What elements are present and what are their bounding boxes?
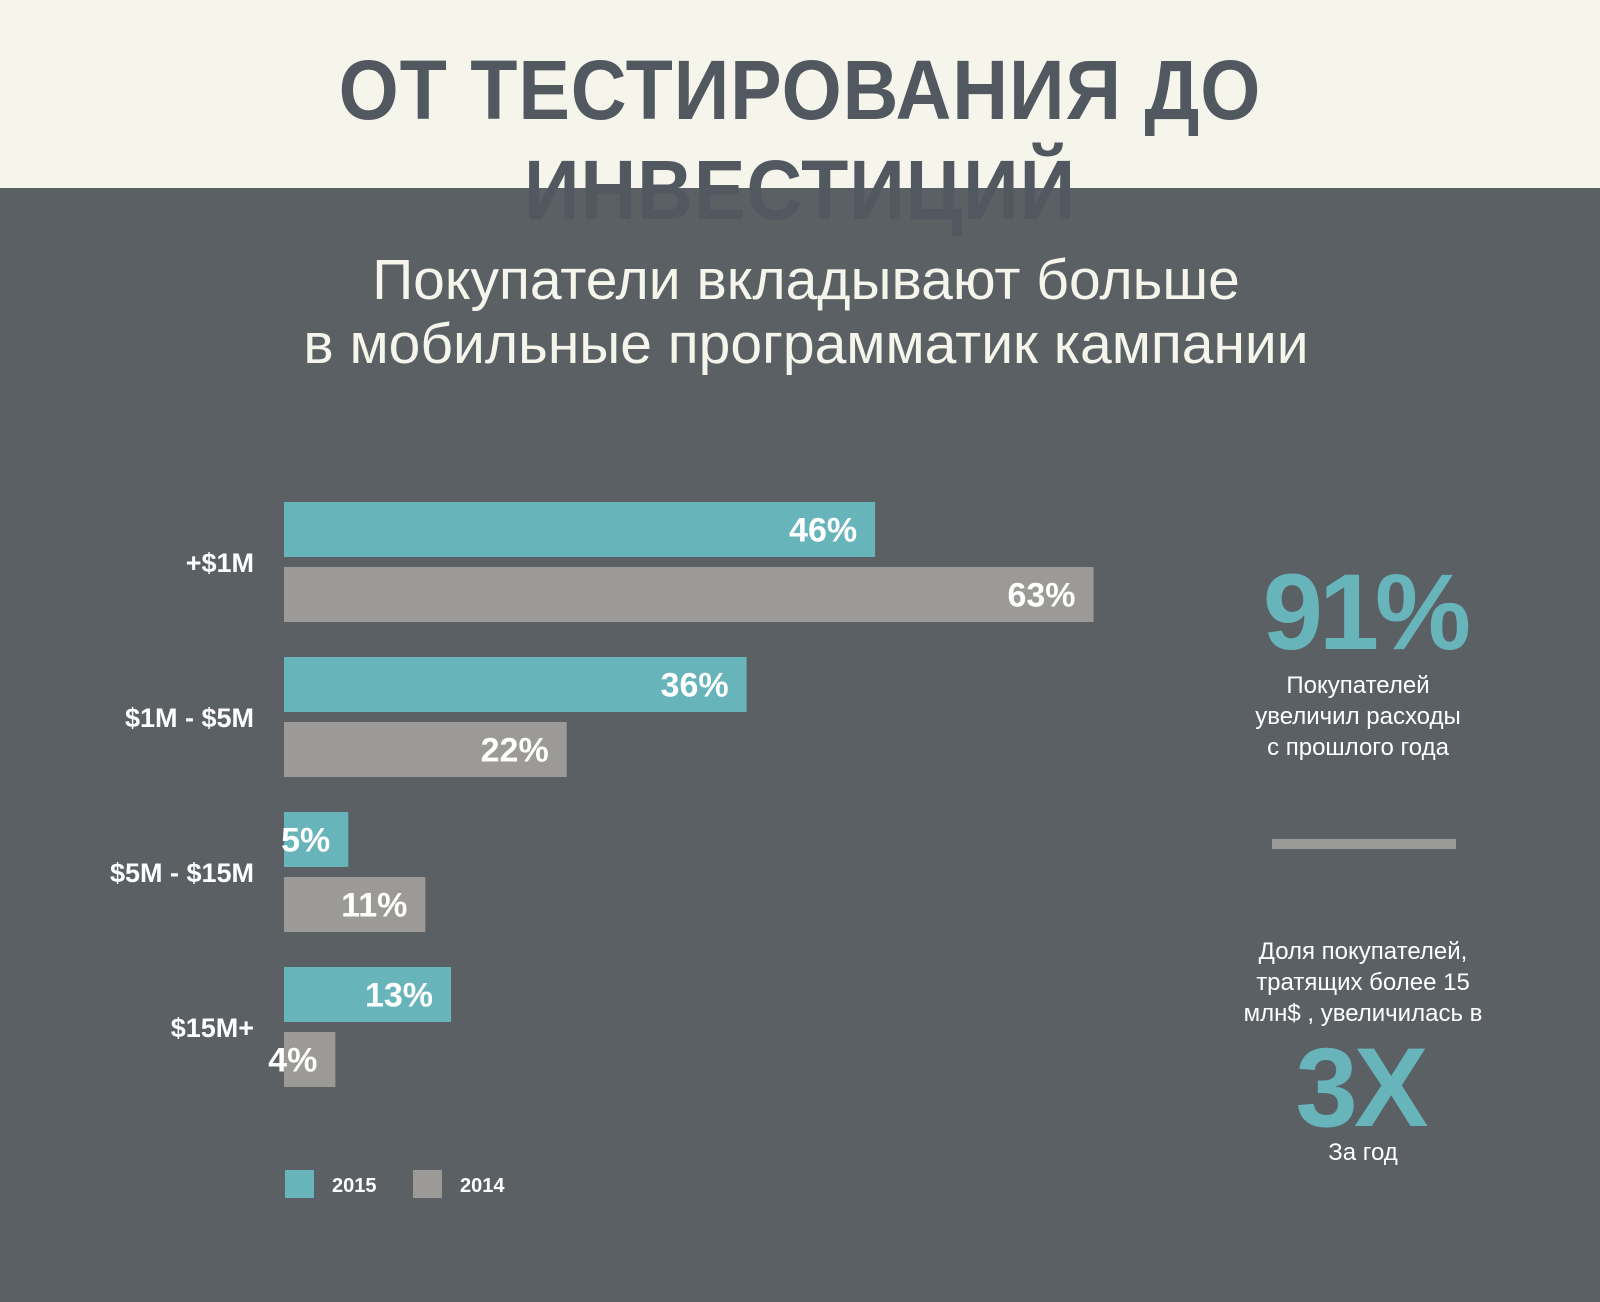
stat-3x-line-3: млн$ , увеличилась в — [1243, 1000, 1483, 1027]
legend-label: 2015 — [332, 1175, 377, 1197]
stat-3x-line-2: тратящих более 15 — [1256, 969, 1470, 996]
subtitle-line-1: Покупатели вкладывают больше — [372, 248, 1240, 312]
bar-value-label: 13% — [365, 977, 433, 1015]
stat-3x-description: Доля покупателей, тратящих более 15 млн$… — [1213, 936, 1513, 1029]
subtitle-line-2: в мобильные программатик кампании — [303, 312, 1309, 376]
bar-value-label: 11% — [341, 887, 407, 925]
stat-3x: 3X — [1295, 1025, 1429, 1150]
bar-value-label: 36% — [661, 667, 729, 705]
stat-91-line-2: увеличил расходы — [1255, 703, 1461, 730]
stat-91-line-1: Покупателей — [1286, 672, 1430, 699]
stat-3x-line-1: Доля покупателей, — [1258, 938, 1468, 965]
bar-2014 — [284, 567, 1094, 622]
page-title: ОТ ТЕСТИРОВАНИЯ ДО ИНВЕСТИЦИЙ — [338, 43, 1262, 237]
bar-value-label: 63% — [1007, 577, 1075, 615]
stat-91-line-3: с прошлого года — [1267, 734, 1449, 761]
bar-value-label: 22% — [481, 732, 549, 770]
stat-3x-period: За год — [1328, 1139, 1398, 1166]
bar-2015 — [284, 812, 349, 867]
stat-91-percent: 91% — [1262, 551, 1471, 672]
legend-swatch-2014 — [413, 1170, 442, 1198]
bar-2015 — [284, 502, 876, 557]
bar-value-label: 46% — [789, 512, 857, 550]
stats-divider — [1272, 839, 1456, 849]
legend-label: 2014 — [460, 1175, 505, 1197]
legend-swatch-2015 — [285, 1170, 314, 1198]
bar-2014 — [284, 722, 567, 777]
bar-2015 — [284, 657, 747, 712]
stat-91-description: Покупателей увеличил расходы с прошлого … — [1208, 670, 1508, 763]
category-label: $1M - $5M — [125, 703, 254, 733]
bar-value-label: 4% — [268, 1042, 317, 1080]
header-banner: ОТ ТЕСТИРОВАНИЯ ДО ИНВЕСТИЦИЙ — [0, 0, 1600, 237]
category-label: $5M - $15M — [110, 858, 254, 888]
bar-value-label: 5% — [281, 822, 330, 860]
chart-subtitle: Покупатели вкладывают больше в мобильные… — [0, 248, 1600, 376]
bar-2014 — [284, 877, 426, 932]
bar-2014 — [284, 1032, 336, 1087]
bar-2015 — [284, 967, 452, 1022]
category-label: $15M+ — [171, 1013, 254, 1043]
category-label: +$1M — [186, 548, 254, 578]
